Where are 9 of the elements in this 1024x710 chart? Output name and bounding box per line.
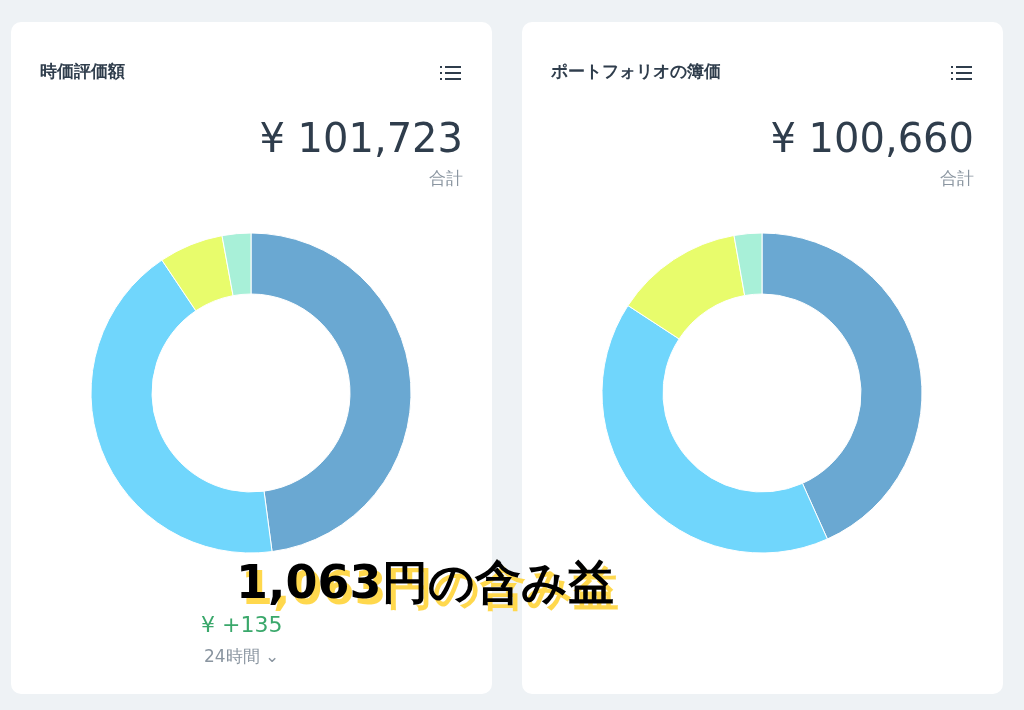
text: 合計: [940, 168, 974, 188]
chart-title: ポートフォリオの簿価: [550, 61, 721, 81]
text: ¥ 100,660: [770, 115, 974, 161]
text: 1,063円の含み益: [236, 555, 614, 609]
chart-title: 時価評価額: [40, 61, 125, 81]
text: 合計: [429, 168, 463, 188]
text: 24時間 ⌄: [204, 646, 280, 666]
text: ¥ +135: [201, 612, 283, 637]
text: ¥ 101,723: [259, 115, 463, 161]
